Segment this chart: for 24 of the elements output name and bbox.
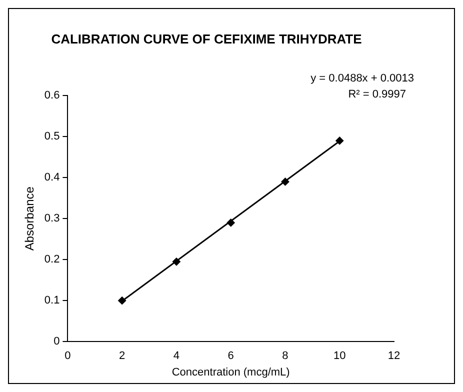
x-tick-label: 12 <box>388 350 400 362</box>
point <box>281 178 290 186</box>
point <box>336 136 344 145</box>
y-tick-label: 0.4 <box>44 172 60 184</box>
x-tick-label: 8 <box>282 350 288 362</box>
y-tick-label: 0 <box>54 336 60 348</box>
x-tick-label: 2 <box>119 350 126 362</box>
y-tick-label: 0.5 <box>44 130 60 143</box>
y-tick-label: 0.6 <box>44 90 60 102</box>
x-axis-title: Concentration (mcg/mL) <box>172 366 290 378</box>
x-tick-label: 4 <box>173 350 180 362</box>
text: y = 0.0488x + 0.0013 <box>310 72 414 85</box>
point <box>226 218 235 227</box>
point <box>118 296 126 305</box>
y-tick-label: 0.3 <box>44 212 60 225</box>
y-axis-title: Absorbance <box>22 186 37 251</box>
annotation: R² = 0.9997 <box>348 88 406 101</box>
point <box>172 258 180 266</box>
y-tick-label: 0.2 <box>44 254 60 266</box>
x-tick-label: 0 <box>64 350 71 362</box>
y-tick-label: 0.1 <box>44 294 60 307</box>
x-tick-label: 10 <box>333 350 346 362</box>
chart-title: CALIBRATION CURVE OF CEFIXIME TRIHYDRATE <box>51 31 362 46</box>
x-tick-label: 6 <box>228 350 234 362</box>
